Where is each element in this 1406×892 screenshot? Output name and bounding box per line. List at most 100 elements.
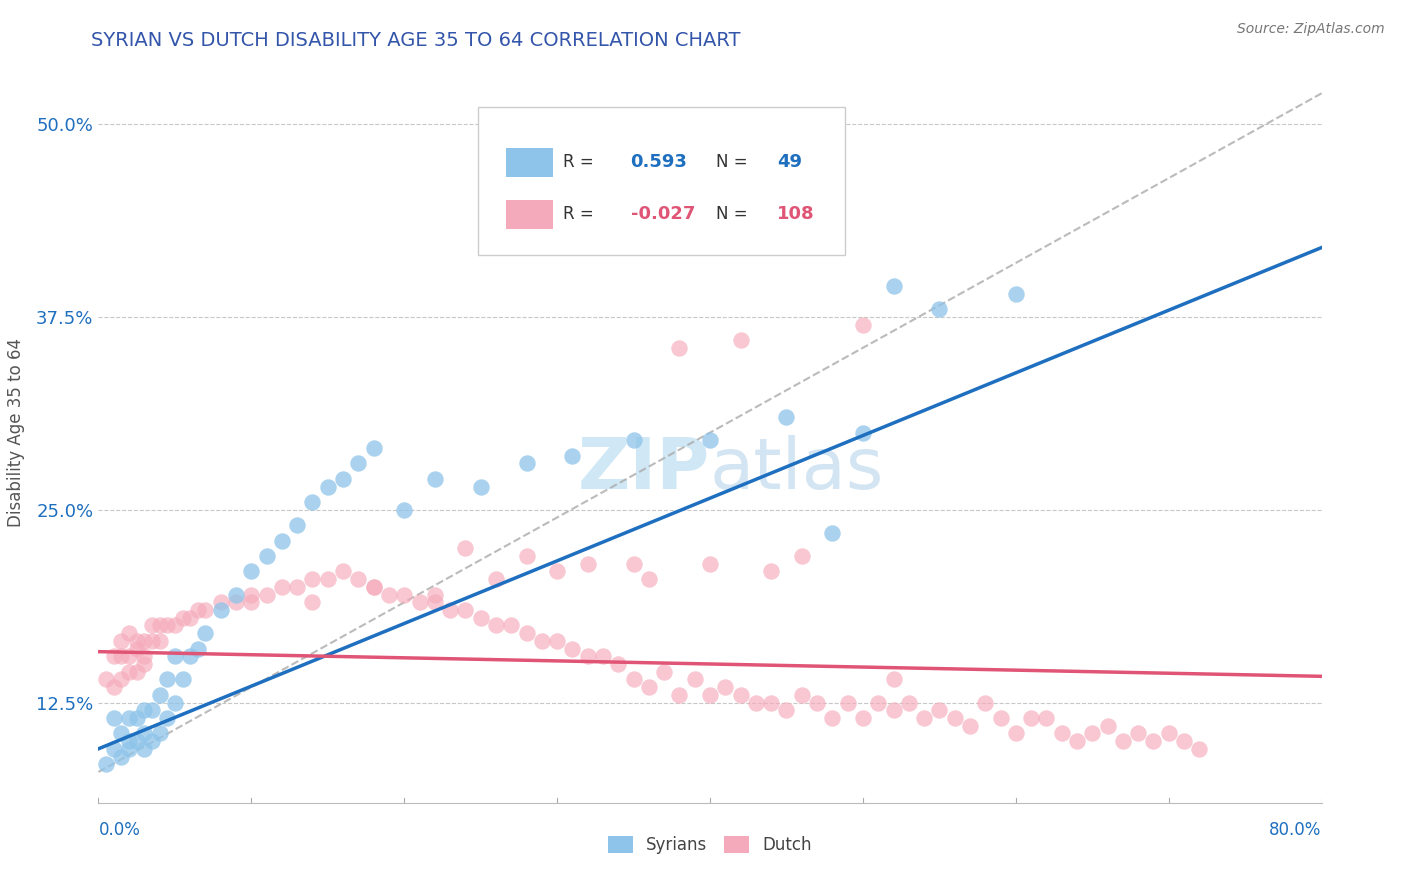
Point (668, 341, 690, 355)
Point (194, 603, 217, 617)
Point (852, 711, 875, 725)
Point (485, 618, 508, 632)
Point (256, 549, 278, 563)
Point (103, 711, 125, 725)
Point (118, 711, 141, 725)
Point (1081, 726, 1104, 740)
Point (883, 279, 905, 293)
Point (118, 734, 141, 748)
Point (118, 626, 141, 640)
Point (209, 603, 232, 617)
Point (270, 580, 292, 594)
Point (156, 711, 179, 725)
Point (134, 649, 156, 664)
Point (561, 449, 583, 463)
Point (332, 565, 354, 579)
Point (103, 741, 125, 756)
Point (561, 641, 583, 656)
Point (149, 633, 172, 648)
Point (928, 703, 950, 717)
Point (316, 572, 339, 586)
Point (347, 572, 370, 586)
Point (1142, 734, 1164, 748)
Point (470, 480, 492, 494)
Point (775, 703, 797, 717)
Point (699, 557, 721, 571)
Point (637, 572, 661, 586)
Point (301, 572, 323, 586)
Point (110, 749, 132, 764)
Point (118, 741, 141, 756)
Point (607, 657, 630, 671)
Point (1157, 726, 1180, 740)
Point (118, 665, 141, 679)
Point (187, 641, 209, 656)
Point (285, 580, 308, 594)
Point (172, 673, 194, 687)
Text: 0.593: 0.593 (630, 153, 688, 171)
Point (897, 696, 920, 710)
Point (652, 665, 675, 679)
Point (868, 696, 890, 710)
Text: 108: 108 (778, 205, 815, 223)
Point (1050, 726, 1073, 740)
Point (790, 549, 813, 563)
Point (730, 333, 752, 347)
Point (125, 734, 148, 748)
Text: -0.027: -0.027 (630, 205, 695, 223)
Point (759, 565, 782, 579)
Point (285, 518, 308, 533)
Point (156, 618, 179, 632)
Point (134, 703, 156, 717)
Point (423, 588, 446, 602)
Point (1188, 741, 1211, 756)
Point (103, 680, 125, 694)
Point (141, 633, 163, 648)
Point (225, 595, 247, 609)
Point (516, 549, 538, 563)
Point (714, 680, 737, 694)
Point (837, 696, 859, 710)
Y-axis label: Disability Age 35 to 64: Disability Age 35 to 64 (7, 338, 25, 527)
Text: ZIP: ZIP (578, 435, 710, 504)
Text: Source: ZipAtlas.com: Source: ZipAtlas.com (1237, 22, 1385, 37)
Point (118, 649, 141, 664)
Point (301, 495, 323, 509)
Point (1128, 726, 1150, 740)
Point (759, 696, 782, 710)
Point (94, 757, 117, 772)
Point (439, 603, 461, 617)
Point (149, 688, 172, 702)
Point (623, 557, 645, 571)
Point (392, 588, 416, 602)
Point (699, 688, 721, 702)
Point (1035, 711, 1057, 725)
Point (316, 480, 339, 494)
Point (363, 580, 385, 594)
Point (852, 425, 875, 440)
Point (928, 302, 950, 317)
Point (454, 541, 477, 556)
Point (179, 649, 201, 664)
Point (623, 434, 645, 448)
Text: 0.0%: 0.0% (98, 822, 141, 839)
Point (270, 533, 292, 548)
Point (912, 711, 935, 725)
Point (408, 595, 430, 609)
Point (134, 657, 156, 671)
Text: atlas: atlas (710, 435, 884, 504)
Point (187, 603, 209, 617)
Point (546, 633, 568, 648)
Point (392, 502, 416, 516)
Point (530, 633, 553, 648)
Point (149, 618, 172, 632)
Point (1173, 734, 1195, 748)
Point (163, 696, 186, 710)
Text: SYRIAN VS DUTCH DISABILITY AGE 35 TO 64 CORRELATION CHART: SYRIAN VS DUTCH DISABILITY AGE 35 TO 64 … (91, 31, 741, 50)
Point (546, 565, 568, 579)
Point (423, 595, 446, 609)
Point (110, 673, 132, 687)
Point (806, 696, 828, 710)
Point (141, 703, 163, 717)
Point (134, 726, 156, 740)
